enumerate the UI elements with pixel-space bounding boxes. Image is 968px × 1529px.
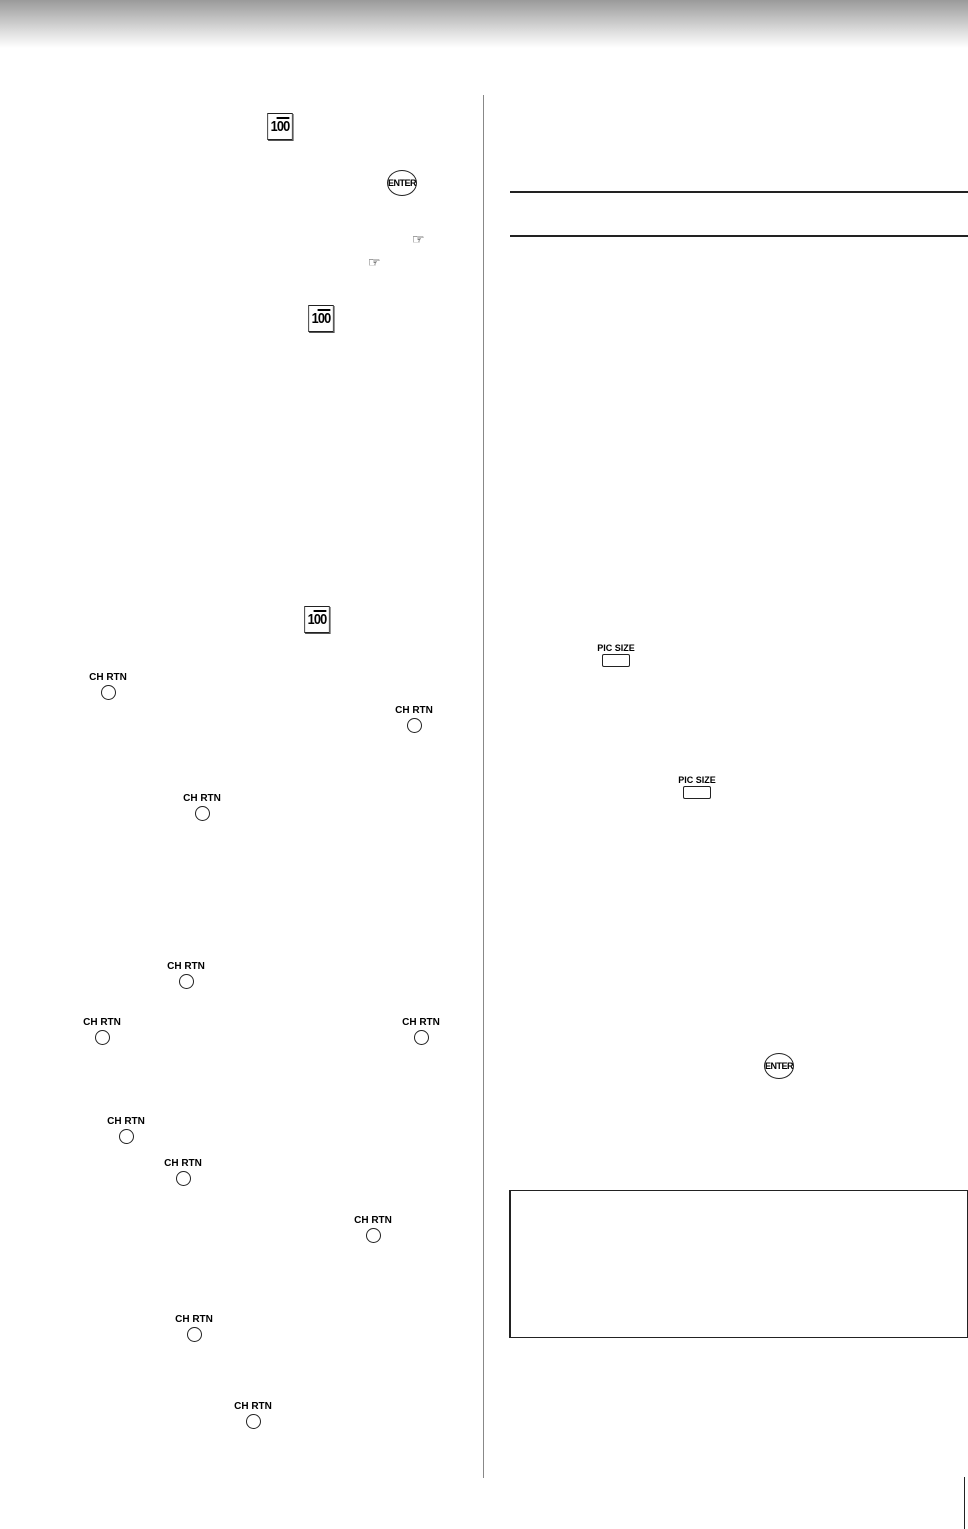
hand-pointer-icon: ☞ [368,254,381,270]
rect-button-icon [683,786,711,799]
column-divider [483,95,484,1478]
ch-rtn-label: CH RTN [175,1314,213,1325]
hundred-button-icon: 100 [267,113,293,140]
hundred-label: 100 [311,309,331,327]
page-edge-mark [964,1477,965,1529]
ch-rtn-label: CH RTN [167,961,205,972]
circle-button-icon [194,806,210,821]
enter-button-icon: ENTER [764,1053,794,1079]
circle-button-icon [178,974,194,989]
hundred-button-icon: 100 [308,305,334,332]
ch-rtn-button-icon: CH RTN [83,672,133,700]
ch-rtn-label: CH RTN [234,1401,272,1412]
ch-rtn-button-icon: CH RTN [396,1017,446,1045]
ch-rtn-label: CH RTN [107,1116,145,1127]
rect-button-icon [602,654,630,667]
pic-size-label: PIC SIZE [597,643,635,653]
circle-button-icon [94,1030,110,1045]
circle-button-icon [365,1228,381,1243]
ch-rtn-button-icon: CH RTN [101,1116,151,1144]
page-header-band [0,0,968,48]
ch-rtn-button-icon: CH RTN [228,1401,278,1429]
ch-rtn-button-icon: CH RTN [177,793,227,821]
ch-rtn-label: CH RTN [402,1017,440,1028]
hundred-button-icon: 100 [304,606,330,633]
circle-button-icon [413,1030,429,1045]
ch-rtn-label: CH RTN [395,705,433,716]
pic-size-button-icon: PIC SIZE [591,643,641,667]
ch-rtn-button-icon: CH RTN [158,1158,208,1186]
pic-size-label: PIC SIZE [678,775,716,785]
ch-rtn-label: CH RTN [183,793,221,804]
circle-button-icon [100,685,116,700]
ch-rtn-button-icon: CH RTN [348,1215,398,1243]
circle-button-icon [175,1171,191,1186]
enter-button-icon: ENTER [387,170,417,196]
ch-rtn-label: CH RTN [164,1158,202,1169]
note-box [509,1190,968,1338]
pic-size-button-icon: PIC SIZE [672,775,722,799]
hand-pointer-icon: ☞ [412,231,425,247]
ch-rtn-button-icon: CH RTN [77,1017,127,1045]
ch-rtn-button-icon: CH RTN [389,705,439,733]
section-rule-top [510,191,968,193]
circle-button-icon [406,718,422,733]
ch-rtn-label: CH RTN [354,1215,392,1226]
ch-rtn-button-icon: CH RTN [169,1314,219,1342]
ch-rtn-button-icon: CH RTN [161,961,211,989]
ch-rtn-label: CH RTN [83,1017,121,1028]
ch-rtn-label: CH RTN [89,672,127,683]
hundred-label: 100 [270,117,290,135]
hundred-label: 100 [307,610,327,628]
section-rule-bottom [510,235,968,237]
circle-button-icon [186,1327,202,1342]
circle-button-icon [245,1414,261,1429]
circle-button-icon [118,1129,134,1144]
